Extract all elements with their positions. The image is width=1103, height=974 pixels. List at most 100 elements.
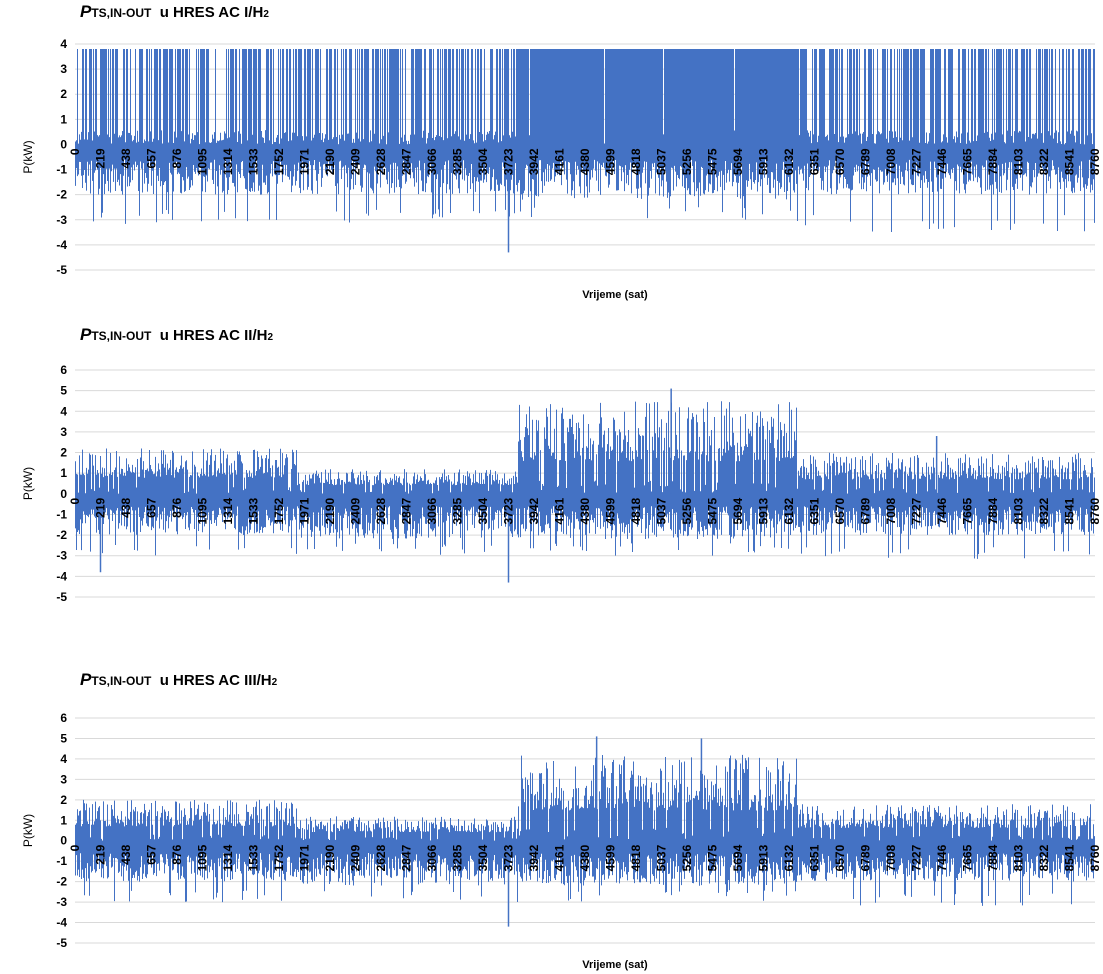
y-tick-label: -3 xyxy=(56,213,67,227)
x-tick-label: 4380 xyxy=(578,844,592,871)
x-tick-label: 7665 xyxy=(961,148,975,175)
x-tick-label: 5256 xyxy=(680,148,694,175)
x-tick-label: 3504 xyxy=(476,844,490,871)
x-tick-label: 1971 xyxy=(298,497,312,524)
x-tick-label: 7008 xyxy=(884,844,898,871)
y-tick-label: -2 xyxy=(56,188,67,202)
y-tick-label: 6 xyxy=(60,711,67,725)
x-tick-label: 1095 xyxy=(196,844,210,871)
x-tick-label: 4380 xyxy=(578,497,592,524)
x-tick-label: 8541 xyxy=(1063,148,1077,175)
x-tick-label: 3942 xyxy=(527,148,541,175)
y-tick-label: -4 xyxy=(56,569,67,583)
y-tick-label: -2 xyxy=(56,528,67,542)
y-tick-label: 5 xyxy=(60,731,67,745)
x-tick-label: 6351 xyxy=(808,497,822,524)
x-tick-label: 2190 xyxy=(323,497,337,524)
title-p: P xyxy=(80,325,92,344)
x-tick-label: 1533 xyxy=(247,497,261,524)
y-tick-label: 0 xyxy=(60,487,67,501)
x-tick-label: 1752 xyxy=(272,497,286,524)
x-tick-label: 6132 xyxy=(782,148,796,175)
x-tick-label: 4818 xyxy=(629,497,643,524)
x-tick-label: 219 xyxy=(94,148,108,168)
x-tick-label: 7008 xyxy=(884,148,898,175)
x-tick-label: 6570 xyxy=(833,497,847,524)
series-path xyxy=(75,401,1095,559)
x-tick-label: 1095 xyxy=(196,148,210,175)
x-tick-label: 657 xyxy=(145,844,159,864)
x-tick-label: 2409 xyxy=(349,497,363,524)
x-tick-label: 7446 xyxy=(935,148,949,175)
x-tick-label: 1314 xyxy=(221,497,235,524)
x-tick-label: 4599 xyxy=(604,844,618,871)
x-tick-label: 5256 xyxy=(680,497,694,524)
x-tick-label: 1095 xyxy=(196,497,210,524)
title-p: P xyxy=(80,670,92,689)
x-tick-label: 4599 xyxy=(604,497,618,524)
y-tick-label: -1 xyxy=(56,163,67,177)
x-tick-label: 7008 xyxy=(884,497,898,524)
x-tick-label: 4161 xyxy=(553,497,567,524)
x-tick-label: 8541 xyxy=(1063,844,1077,871)
x-tick-label: 2190 xyxy=(323,148,337,175)
title-subscript: TS,IN-OUT xyxy=(91,329,152,343)
series-line xyxy=(75,736,1095,927)
x-tick-label: 5475 xyxy=(706,148,720,175)
x-tick-label: 3942 xyxy=(527,497,541,524)
y-tick-label: 3 xyxy=(60,425,67,439)
x-tick-label: 1533 xyxy=(247,148,261,175)
x-tick-label: 8760 xyxy=(1088,497,1102,524)
title-main: u HRES AC III/H xyxy=(159,672,272,689)
x-tick-label: 219 xyxy=(94,498,108,518)
x-tick-label: 1752 xyxy=(272,148,286,175)
x-tick-label: 2847 xyxy=(400,844,414,871)
x-axis-label: Vrijeme (sat) xyxy=(582,289,648,301)
x-tick-label: 4380 xyxy=(578,148,592,175)
x-tick-label: 6132 xyxy=(782,497,796,524)
x-tick-label: 5037 xyxy=(655,497,669,524)
x-tick-label: 5694 xyxy=(731,148,745,175)
x-tick-label: 1314 xyxy=(221,844,235,871)
y-tick-label: 1 xyxy=(60,466,67,480)
x-tick-label: 0 xyxy=(68,844,82,851)
x-tick-label: 3285 xyxy=(451,497,465,524)
x-tick-label: 7665 xyxy=(961,497,975,524)
x-tick-label: 6789 xyxy=(859,497,873,524)
x-tick-label: 2409 xyxy=(349,148,363,175)
x-tick-label: 3066 xyxy=(425,497,439,524)
series-line xyxy=(75,49,1095,253)
x-tick-label: 8760 xyxy=(1088,844,1102,871)
x-tick-label: 2409 xyxy=(349,844,363,871)
x-tick-label: 7884 xyxy=(986,497,1000,524)
title-subscript: TS,IN-OUT xyxy=(91,6,152,20)
x-tick-label: 2847 xyxy=(400,497,414,524)
x-tick-label: 5037 xyxy=(655,844,669,871)
x-tick-label: 2628 xyxy=(374,497,388,524)
x-tick-label: 6789 xyxy=(859,844,873,871)
chart-title-1: PTS,IN-OUT u HRES AC I/H2 xyxy=(80,2,269,22)
x-tick-label: 3723 xyxy=(502,148,516,175)
x-tick-label: 7446 xyxy=(935,844,949,871)
y-tick-label: -5 xyxy=(56,590,67,604)
y-tick-label: 2 xyxy=(60,446,67,460)
x-tick-label: 6570 xyxy=(833,148,847,175)
x-tick-label: 1533 xyxy=(247,844,261,871)
y-tick-label: -5 xyxy=(56,936,67,950)
chart-1-svg: 4 3 2 1 0 -1 -2 -3 -4 -5 0 219 438 657 876 1095 1314 1533… xyxy=(21,37,1102,301)
y-tick-label: -3 xyxy=(56,549,67,563)
x-tick-label: 3504 xyxy=(476,497,490,524)
x-tick-label: 876 xyxy=(170,148,184,168)
y-tick-label: 6 xyxy=(60,363,67,377)
x-tick-label: 7446 xyxy=(935,497,949,524)
y-tick-label: 1 xyxy=(60,112,67,126)
chart-title-2: PTS,IN-OUT u HRES AC II/H2 xyxy=(80,325,273,345)
y-tick-label: -1 xyxy=(56,507,67,521)
y-tick-label: 4 xyxy=(60,752,67,766)
x-tick-label: 4161 xyxy=(553,844,567,871)
y-tick-label: 2 xyxy=(60,87,67,101)
title-main: u HRES AC I/H xyxy=(159,4,264,21)
x-tick-label: 3285 xyxy=(451,844,465,871)
x-tick-label: 7227 xyxy=(910,497,924,524)
